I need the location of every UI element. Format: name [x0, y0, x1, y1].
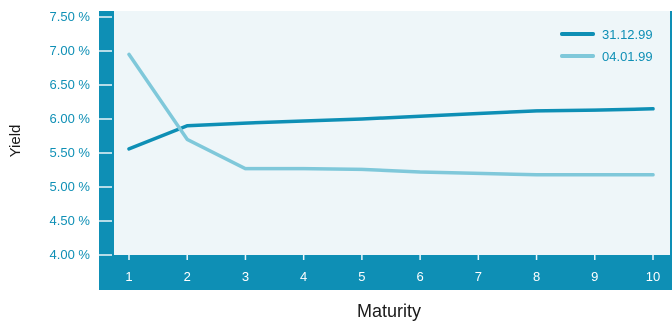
y-tick-label: 5.50 % — [50, 145, 91, 160]
x-axis-ticks: 1 2 3 4 5 6 7 8 9 10 — [125, 255, 660, 284]
series-lines — [127, 52, 655, 177]
y-axis-ticks: 4.00 % 4.50 % 5.00 % 5.50 % 6.00 % 6.50 % 7.00… — [50, 9, 112, 262]
y-tick-label: 6.00 % — [50, 111, 91, 126]
x-tick-label: 2 — [184, 269, 191, 284]
x-tick-label: 3 — [242, 269, 249, 284]
legend-label: 31.12.99 — [602, 27, 653, 42]
legend: 31.12.99 04.01.99 — [560, 27, 653, 64]
legend-label: 04.01.99 — [602, 49, 653, 64]
series-line-2 — [127, 52, 655, 177]
x-tick-label: 10 — [646, 269, 660, 284]
x-tick-label: 4 — [300, 269, 307, 284]
y-tick-label: 4.50 % — [50, 213, 91, 228]
x-tick-label: 8 — [533, 269, 540, 284]
y-tick-label: 6.50 % — [50, 77, 91, 92]
x-tick-label: 7 — [475, 269, 482, 284]
series-line-1 — [127, 107, 655, 151]
y-tick-label: 7.00 % — [50, 43, 91, 58]
x-tick-label: 9 — [591, 269, 598, 284]
x-tick-label: 6 — [416, 269, 423, 284]
x-axis-title: Maturity — [357, 301, 421, 321]
y-tick-label: 4.00 % — [50, 247, 91, 262]
y-axis-title: Yield — [7, 125, 24, 158]
y-tick-label: 7.50 % — [50, 9, 91, 24]
plot-area — [114, 11, 670, 255]
y-tick-label: 5.00 % — [50, 179, 91, 194]
x-tick-label: 5 — [358, 269, 365, 284]
x-tick-label: 1 — [125, 269, 132, 284]
